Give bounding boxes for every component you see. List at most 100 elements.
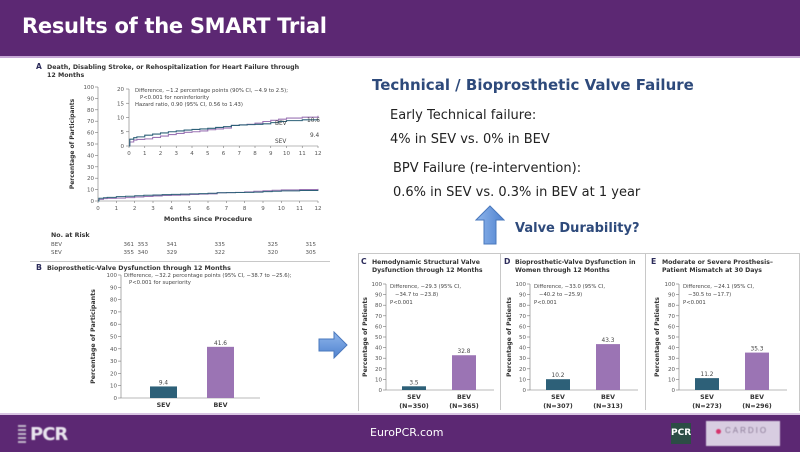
y-tick-label: 90 [668,293,675,299]
chart-title-line2: Dysfunction through 12 Months [372,267,483,274]
y-tick-label: 70 [87,119,94,125]
annotation: P<0.001 for superiority [129,280,191,286]
y-tick-label: 60 [87,131,94,137]
y-tick-label: 50 [110,335,117,341]
panel-e-bar-chart: E Moderate or Severe Prosthesis–Patient M… [651,257,787,410]
bar-sev [695,378,719,390]
inset-x-tick-label: 11 [299,151,306,157]
inset-km-curve-sev [129,119,319,147]
y-tick-label: 10 [375,377,382,383]
y-tick-label: 60 [668,324,675,330]
bpv-failure-value: 0.6% in SEV vs. 0.3% in BEV at 1 year [393,185,641,200]
y-tick-label: 70 [110,310,117,316]
slide-title: Results of the SMART Trial [22,14,327,38]
inset-y-tick-label: 5 [121,130,125,136]
annotation: P<0.001 [683,300,706,306]
y-tick-label: 40 [519,346,526,352]
inset-x-tick-label: 7 [238,151,242,157]
chart-title: Bioprosthetic-Valve Dysfunction through … [47,265,231,272]
y-tick-label: 100 [516,282,527,288]
category-label: BEV [214,402,228,409]
y-axis-label: Percentage of Patients [654,297,661,377]
y-tick-label: 30 [519,356,526,362]
y-tick-label: 50 [668,335,675,341]
bar-value-label: 10.2 [552,373,565,379]
n-label: (N=307) [543,403,573,410]
y-tick-label: 30 [87,165,94,171]
y-tick-label: 20 [668,367,675,373]
x-tick-label: 3 [151,206,155,212]
x-axis-label: Months since Procedure [164,215,253,223]
y-tick-label: 100 [372,282,383,288]
right-arrow-icon [318,331,348,359]
risk-row-label: BEV [51,242,62,248]
category-label: BEV [457,394,471,401]
y-tick-label: 20 [87,176,94,182]
y-tick-label: 30 [668,356,675,362]
panel-divider [30,261,330,262]
y-tick-label: 60 [110,322,117,328]
panel-separator [645,253,646,410]
x-tick-label: 8 [243,206,247,212]
n-label: (N=273) [692,403,722,410]
category-label: SEV [407,394,421,401]
chart-title: Death, Disabling Stroke, or Rehospitaliz… [47,64,299,71]
x-tick-label: 11 [296,206,303,212]
y-tick-label: 90 [87,96,94,102]
inset-y-tick-label: 0 [121,144,125,150]
risk-value: 315 [306,242,317,248]
y-tick-label: 90 [375,293,382,299]
y-tick-label: 80 [519,303,526,309]
sev-end-value: 9.4 [310,133,320,139]
panel-b-bar-chart: B Bioprosthetic-Valve Dysfunction through… [36,263,292,409]
y-axis-label: Percentage of Patients [362,297,369,377]
y-axis-label: Percentage of Patients [506,297,513,377]
bev-curve-label: BEV [275,121,287,127]
y-tick-label: 10 [668,377,675,383]
risk-value: 329 [167,250,178,256]
sev-curve-label: SEV [275,139,286,145]
y-tick-label: 70 [519,314,526,320]
y-tick-label: 30 [375,356,382,362]
inset-x-tick-label: 3 [175,151,179,157]
y-tick-label: 80 [87,108,94,114]
chart-title-line2: Patient Mismatch at 30 Days [662,267,762,274]
inset-x-tick-label: 8 [253,151,257,157]
x-tick-label: 9 [261,206,265,212]
panel-letter: A [36,62,42,71]
y-tick-label: 0 [91,199,95,205]
y-tick-label: 0 [672,388,676,394]
risk-table-title: No. at Risk [51,232,90,239]
annotation: Difference, −32.2 percentage points (95%… [124,273,292,279]
bar-value-label: 3.5 [409,380,419,386]
x-tick-label: 5 [188,206,192,212]
bar-value-label: 9.4 [159,380,169,386]
bar-sev [546,379,570,390]
risk-value: 335 [215,242,226,248]
inset-annotation: Difference, −1.2 percentage points (90% … [135,88,288,94]
annotation: −40.2 to −25.9) [539,292,582,298]
pcr-logo: PCR [671,423,691,444]
category-label: BEV [750,394,764,401]
risk-value: 325 [268,242,279,248]
inset-x-tick-label: 4 [190,151,194,157]
annotation: P<0.001 [534,300,557,306]
annotation: Difference, −29.3 (95% CI, [390,284,461,290]
risk-value: 353 [138,242,149,248]
y-tick-label: 10 [87,188,94,194]
bar-value-label: 35.3 [751,347,764,353]
category-label: BEV [601,394,615,401]
km-curve-sev [98,190,319,202]
y-tick-label: 0 [114,396,118,402]
risk-value: 341 [167,242,178,248]
annotation: P<0.001 [390,300,413,306]
footer-url[interactable]: EuroPCR.com [370,426,444,439]
y-tick-label: 100 [665,282,676,288]
risk-value: 305 [306,250,317,256]
y-tick-label: 20 [110,371,117,377]
europcr-logo: PCR [18,421,76,447]
x-tick-label: 10 [278,206,285,212]
inset-y-tick-label: 20 [117,87,124,93]
bar-bev [596,344,620,390]
inset-x-tick-label: 5 [206,151,210,157]
